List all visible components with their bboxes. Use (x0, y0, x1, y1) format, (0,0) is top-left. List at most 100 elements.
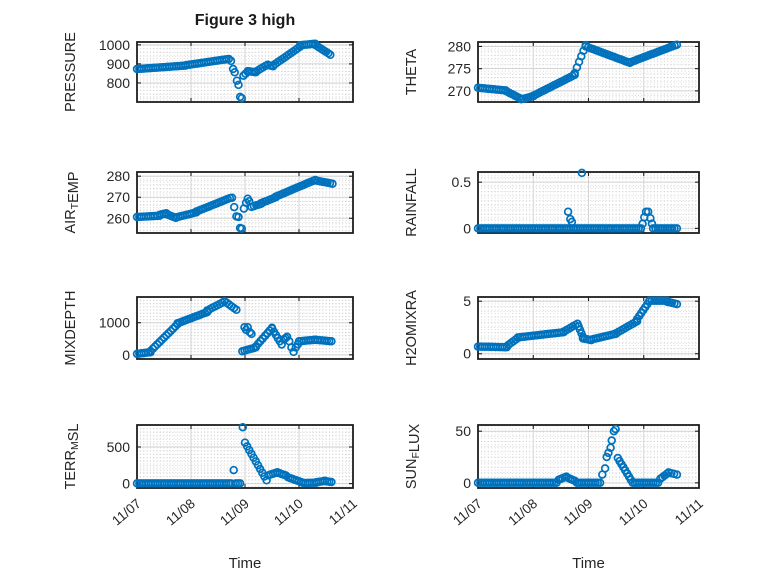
data-point (230, 68, 239, 77)
data-point (563, 207, 573, 216)
data-markers (473, 40, 682, 104)
x-tick-label: 11/07 (109, 496, 144, 529)
y-tick-label: 0 (463, 346, 471, 362)
subplot-mixdepth: 0 1000 MIXDEPTH (63, 291, 354, 366)
data-point (327, 337, 336, 346)
data-point (600, 464, 610, 473)
x-axis-label-time: Time (229, 555, 262, 572)
tick-marks (477, 297, 700, 359)
data-point (235, 479, 245, 488)
data-point (647, 219, 657, 229)
y-tick-label: 270 (107, 189, 131, 205)
data-point (237, 93, 247, 103)
data-point (162, 331, 171, 340)
data-point (155, 337, 164, 347)
x-tick-label: 11/09 (561, 496, 596, 529)
y-tick-label: 0 (463, 475, 471, 491)
data-point (226, 56, 236, 66)
major-grid (478, 297, 699, 359)
data-point (157, 335, 167, 345)
data-point (672, 470, 682, 479)
y-tick-label: 260 (107, 210, 131, 226)
y-tick-label: 280 (107, 168, 131, 184)
figure-title: Figure 3 high (194, 12, 296, 29)
x-tick-label: 11/11 (326, 496, 360, 528)
y-tick-label: 280 (448, 38, 472, 54)
y-axis-label-rainfall: RAINFALL (404, 168, 420, 237)
data-point (567, 217, 577, 227)
data-point (150, 342, 160, 351)
data-point (289, 347, 298, 357)
data-point (159, 333, 169, 342)
data-point (577, 168, 587, 178)
data-point (653, 478, 663, 488)
data-point (229, 202, 239, 212)
data-point (227, 193, 237, 202)
y-axis-label-air-temp: AIRTEMP (63, 171, 82, 233)
data-point (282, 332, 292, 342)
y-tick-label: 50 (455, 423, 471, 439)
y-axis-label-mixdepth: MIXDEPTH (63, 291, 79, 366)
data-point (245, 328, 255, 337)
data-point (328, 179, 337, 189)
y-tick-label: 900 (107, 56, 131, 72)
subplot-terr-msl: 0 500 TERRMSL 11/07 11/08 11/09 11/10 11/11 Time (63, 422, 360, 572)
data-point (602, 452, 611, 462)
y-axis-label-terr-msl: TERRMSL (63, 424, 82, 490)
data-point (166, 326, 176, 336)
data-markers (473, 296, 682, 352)
subplot-sun-flux: 0 50 SUNFLUX 11/07 11/08 11/09 11/10 11/11 Time (404, 423, 706, 572)
y-tick-label: 1000 (99, 37, 130, 53)
subplot-air-temp: 260 270 280 AIRTEMP (63, 168, 354, 234)
x-tick-label: 11/10 (271, 496, 306, 529)
data-point (164, 328, 173, 338)
x-tick-label: 11/07 (450, 496, 485, 529)
data-markers (132, 39, 335, 103)
data-point (148, 344, 158, 353)
y-tick-label: 0 (122, 347, 130, 363)
data-point (234, 212, 243, 222)
x-tick-label: 11/08 (163, 496, 198, 529)
x-tick-label: 11/08 (505, 496, 540, 529)
data-markers (132, 296, 336, 359)
y-tick-label: 270 (448, 83, 472, 99)
y-axis-label-pressure: PRESSURE (63, 32, 79, 112)
data-point (326, 50, 335, 60)
data-point (232, 76, 242, 85)
data-point (229, 465, 238, 475)
data-markers (473, 168, 682, 233)
minor-grid (478, 425, 699, 489)
data-point (327, 477, 336, 487)
y-tick-label: 800 (107, 75, 131, 91)
y-axis-label-theta: THETA (404, 48, 420, 95)
subplot-rainfall: 0 0.5 RAINFALL (404, 168, 700, 237)
data-point (237, 224, 247, 233)
y-tick-label: 1000 (99, 315, 130, 331)
data-point (607, 436, 616, 445)
x-tick-label: 11/09 (217, 496, 252, 529)
data-point (287, 343, 296, 352)
data-markers (132, 422, 336, 488)
y-tick-label: 500 (107, 439, 131, 455)
y-tick-label: 0 (122, 476, 130, 492)
x-axis-label-time: Time (572, 555, 605, 572)
subplot-h2omixra: 0 5 H2OMIXRA (404, 290, 700, 366)
y-tick-label: 0 (463, 220, 471, 236)
major-grid (478, 172, 699, 233)
data-point (595, 478, 605, 488)
data-point (636, 224, 646, 233)
data-point (234, 80, 243, 90)
data-point (247, 329, 256, 339)
data-point (153, 340, 162, 349)
y-tick-label: 5 (463, 293, 471, 309)
x-tick-label: 11/11 (672, 496, 706, 528)
data-point (232, 305, 241, 315)
y-tick-label: 275 (448, 61, 472, 77)
y-axis-label-h2omixra: H2OMIXRA (404, 290, 420, 366)
data-markers (132, 175, 337, 233)
y-tick-label: 0.5 (452, 174, 472, 190)
data-point (672, 299, 682, 309)
subplot-pressure: 800 900 1000 PRESSURE (63, 32, 354, 112)
